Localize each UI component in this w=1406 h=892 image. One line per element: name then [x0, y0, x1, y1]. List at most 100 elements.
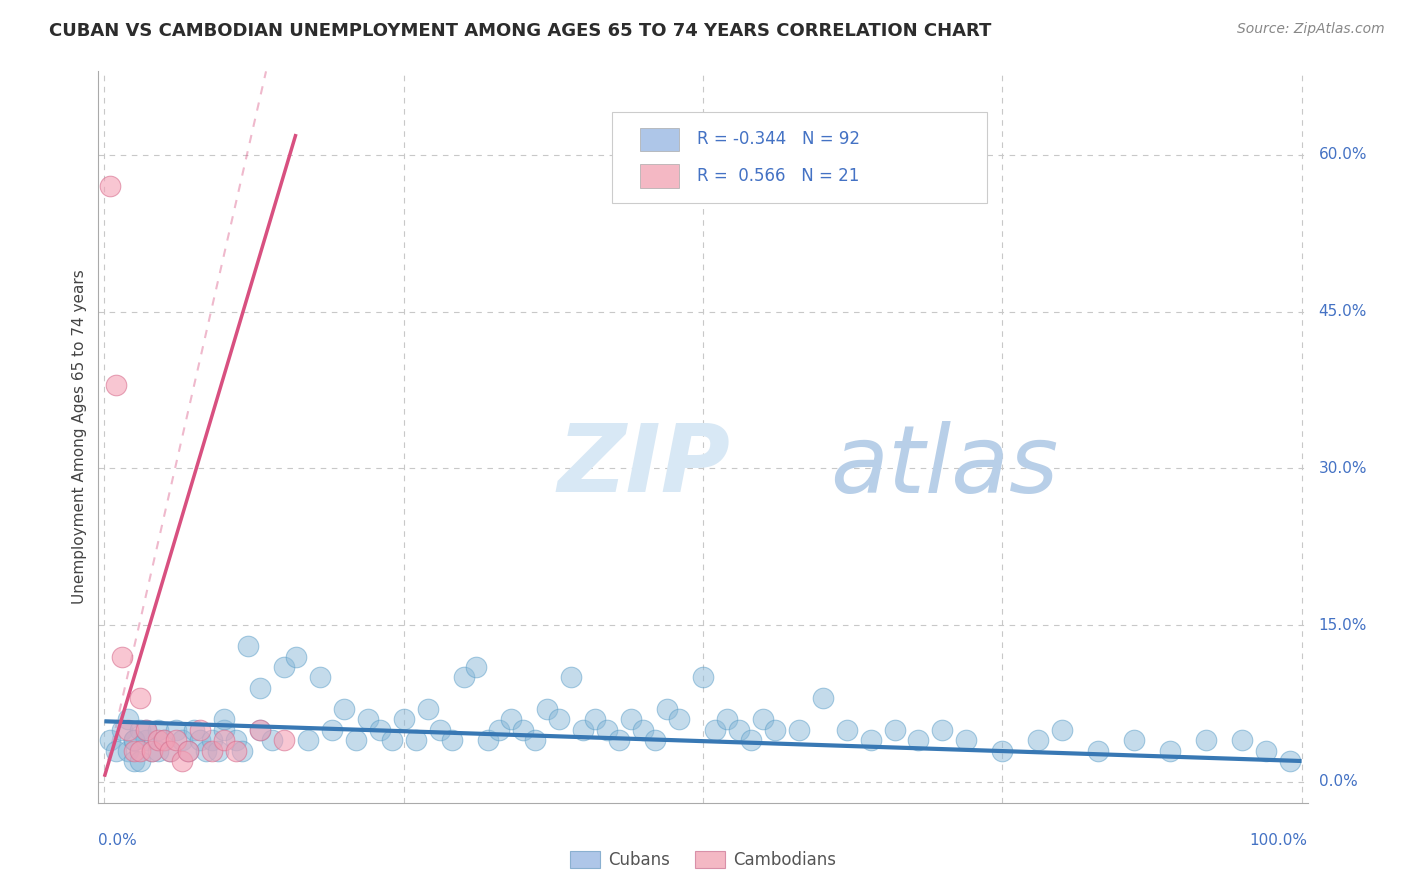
Point [135, 733, 157, 747]
Point [607, 733, 630, 747]
Point [165, 723, 187, 737]
Point [631, 723, 654, 737]
Point [548, 712, 571, 726]
Point [501, 712, 523, 726]
FancyBboxPatch shape [640, 128, 679, 151]
Text: R =  0.566   N = 21: R = 0.566 N = 21 [697, 167, 859, 185]
Point [740, 733, 762, 747]
Point [177, 743, 200, 757]
Point [883, 723, 905, 737]
Point [129, 754, 152, 768]
Point [655, 702, 678, 716]
Point [236, 639, 259, 653]
Point [172, 733, 194, 747]
Point [704, 723, 727, 737]
Point [165, 733, 187, 747]
Point [381, 733, 404, 747]
Point [195, 743, 218, 757]
Point [117, 743, 139, 757]
Point [620, 712, 643, 726]
Point [392, 712, 415, 726]
Point [596, 723, 619, 737]
Point [141, 743, 163, 757]
Point [117, 723, 139, 737]
Point [177, 743, 200, 757]
Point [859, 733, 882, 747]
Text: CUBAN VS CAMBODIAN UNEMPLOYMENT AMONG AGES 65 TO 74 YEARS CORRELATION CHART: CUBAN VS CAMBODIAN UNEMPLOYMENT AMONG AG… [49, 22, 991, 40]
Point [583, 712, 606, 726]
Text: ZIP: ZIP [558, 420, 731, 512]
Point [153, 733, 176, 747]
Point [560, 670, 582, 684]
Point [477, 733, 499, 747]
Point [668, 712, 690, 726]
Point [1230, 733, 1253, 747]
Point [464, 660, 486, 674]
Point [297, 733, 319, 747]
Point [124, 743, 146, 757]
Point [1254, 743, 1277, 757]
Point [183, 723, 205, 737]
FancyBboxPatch shape [613, 112, 987, 203]
Text: 30.0%: 30.0% [1319, 461, 1367, 476]
Point [273, 733, 295, 747]
Point [105, 743, 128, 757]
Point [124, 754, 146, 768]
Point [429, 723, 451, 737]
Point [344, 733, 367, 747]
Point [188, 723, 211, 737]
FancyBboxPatch shape [640, 164, 679, 187]
Point [129, 691, 152, 706]
Point [716, 712, 738, 726]
Point [440, 733, 463, 747]
Point [692, 670, 714, 684]
Point [811, 691, 834, 706]
Text: 15.0%: 15.0% [1319, 617, 1367, 632]
Point [368, 723, 391, 737]
Point [172, 754, 194, 768]
Point [524, 733, 547, 747]
Point [931, 723, 953, 737]
Point [763, 723, 786, 737]
Point [321, 723, 343, 737]
Point [357, 712, 380, 726]
Y-axis label: Unemployment Among Ages 65 to 74 years: Unemployment Among Ages 65 to 74 years [72, 269, 87, 605]
Point [284, 649, 307, 664]
Point [1087, 743, 1109, 757]
Point [212, 723, 235, 737]
Point [225, 733, 247, 747]
Point [100, 733, 122, 747]
Text: 60.0%: 60.0% [1319, 147, 1367, 162]
Point [333, 702, 356, 716]
Point [644, 733, 666, 747]
Point [207, 743, 229, 757]
Point [1278, 754, 1301, 768]
Point [159, 743, 181, 757]
Point [148, 733, 170, 747]
Point [787, 723, 810, 737]
Point [405, 733, 427, 747]
Point [117, 712, 139, 726]
Point [835, 723, 858, 737]
Point [153, 733, 176, 747]
Legend: Cubans, Cambodians: Cubans, Cambodians [562, 845, 844, 876]
Point [188, 733, 211, 747]
Point [135, 723, 157, 737]
Point [572, 723, 595, 737]
Text: 100.0%: 100.0% [1250, 833, 1308, 848]
Point [201, 733, 224, 747]
Point [1026, 733, 1049, 747]
Point [129, 723, 152, 737]
Point [260, 733, 283, 747]
Point [453, 670, 475, 684]
Point [536, 702, 558, 716]
Point [249, 681, 271, 695]
Point [212, 733, 235, 747]
Point [1195, 733, 1218, 747]
Point [111, 649, 134, 664]
Point [100, 179, 122, 194]
Point [273, 660, 295, 674]
Text: R = -0.344   N = 92: R = -0.344 N = 92 [697, 130, 860, 148]
Point [309, 670, 332, 684]
Point [231, 743, 253, 757]
